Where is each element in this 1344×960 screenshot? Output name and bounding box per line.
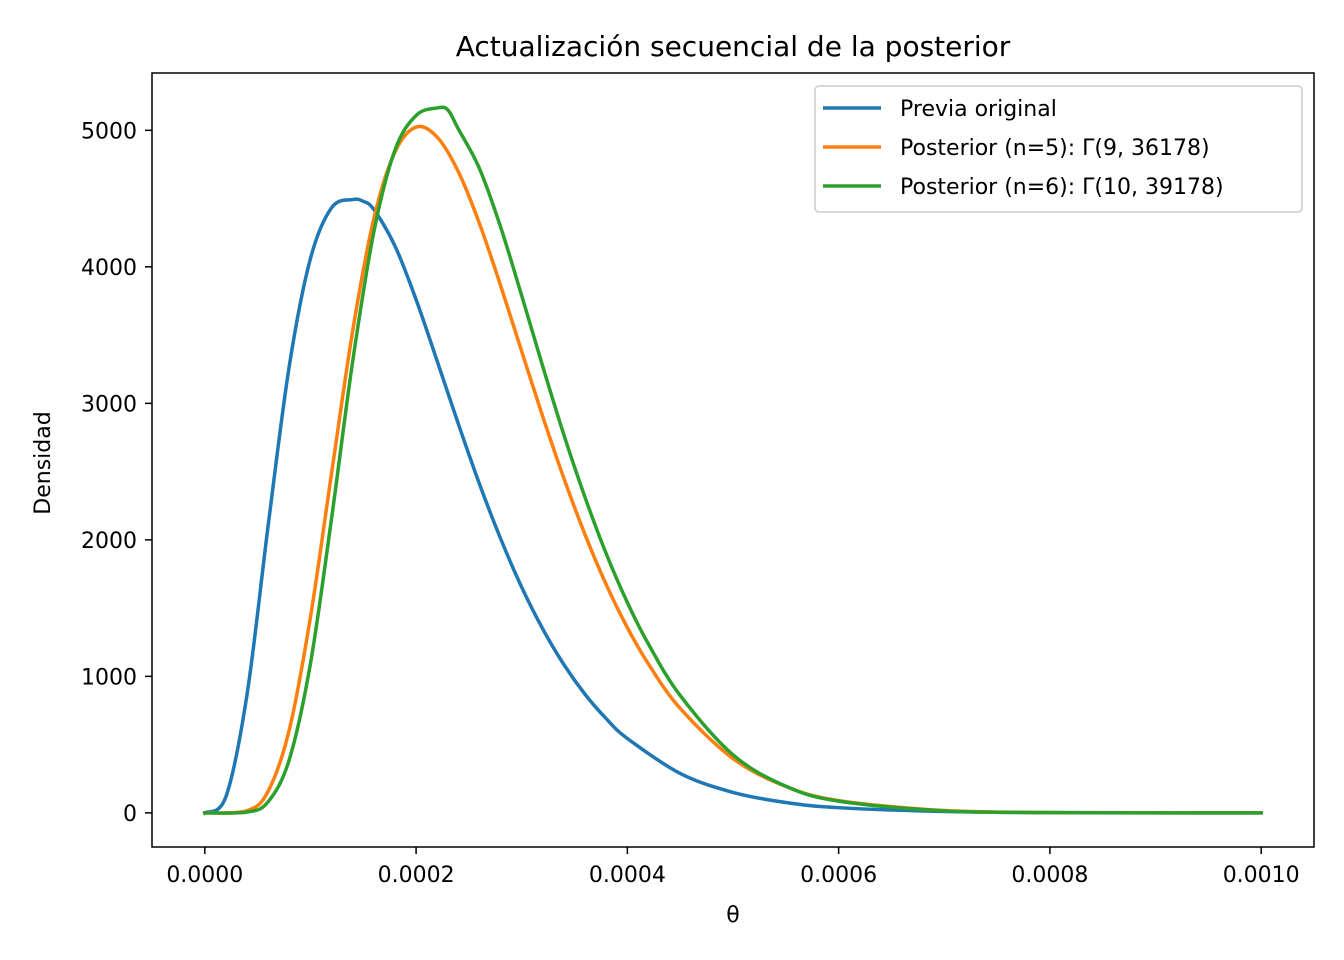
x-tick-label: 0.0008: [1011, 863, 1088, 888]
y-tick-label: 0: [123, 802, 137, 827]
series-line-3: [203, 105, 1263, 815]
plot-frame: [151, 72, 1315, 848]
legend-label-1: Previa original: [900, 97, 1057, 122]
legend-label-3: Posterior (n=6): Γ(10, 39178): [900, 175, 1224, 200]
x-tick-label: 0.0002: [378, 863, 455, 888]
series-line-2: [202, 124, 1263, 815]
y-axis-label: Densidad: [31, 411, 56, 514]
chart-title: Actualización secuencial de la posterior: [456, 30, 1011, 63]
y-tick-label: 5000: [81, 119, 137, 144]
x-tick-label: 0.0000: [166, 863, 243, 888]
x-tick-label: 0.0010: [1223, 863, 1300, 888]
series-line-1: [202, 197, 1263, 816]
series-lines: [202, 105, 1263, 816]
x-axis: 0.0000 0.0002 0.0004 0.0006 0.0008 0.0010: [166, 847, 1300, 888]
x-tick-label: 0.0004: [589, 863, 666, 888]
y-axis: 0 1000 2000 3000 4000 5000: [81, 119, 152, 827]
y-tick-label: 1000: [81, 665, 137, 690]
legend-label-2: Posterior (n=5): Γ(9, 36178): [900, 136, 1210, 161]
legend: Previa original Posterior (n=5): Γ(9, 361…: [814, 85, 1303, 213]
x-tick-label: 0.0006: [800, 863, 877, 888]
y-tick-label: 3000: [81, 392, 137, 417]
legend-box: [814, 85, 1303, 213]
y-tick-label: 4000: [81, 256, 137, 281]
y-tick-label: 2000: [81, 529, 137, 554]
x-axis-label: θ: [726, 903, 739, 928]
